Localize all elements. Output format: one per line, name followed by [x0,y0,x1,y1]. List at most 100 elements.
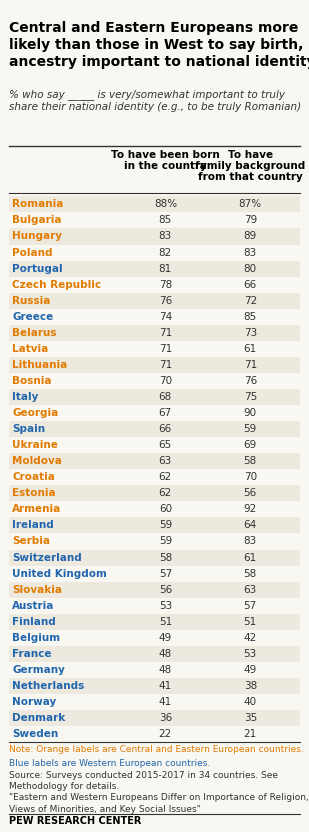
Text: 63: 63 [159,456,172,466]
Text: Portugal: Portugal [12,264,63,274]
Text: Finland: Finland [12,617,56,626]
Text: 38: 38 [244,681,257,691]
Text: Moldova: Moldova [12,456,62,466]
Text: 83: 83 [159,231,172,241]
Text: Note: Orange labels are Central and Eastern European countries.: Note: Orange labels are Central and East… [9,745,304,755]
Text: Denmark: Denmark [12,713,66,723]
Text: Norway: Norway [12,697,57,707]
Text: 76: 76 [159,295,172,305]
Text: Estonia: Estonia [12,488,56,498]
Text: PEW RESEARCH CENTER: PEW RESEARCH CENTER [9,816,142,826]
Text: Croatia: Croatia [12,473,55,483]
Text: 70: 70 [159,376,172,386]
Text: 51: 51 [159,617,172,626]
Text: 42: 42 [244,633,257,643]
Text: Russia: Russia [12,295,51,305]
Text: 64: 64 [244,521,257,531]
Text: 49: 49 [159,633,172,643]
Text: 57: 57 [244,601,257,611]
Bar [9,485,300,502]
Bar [9,229,300,245]
Text: Italy: Italy [12,392,39,402]
Text: 70: 70 [244,473,257,483]
Text: 58: 58 [244,568,257,578]
Text: 56: 56 [159,585,172,595]
Text: Netherlands: Netherlands [12,681,85,691]
Text: 61: 61 [244,552,257,562]
Text: 85: 85 [159,215,172,225]
Text: 61: 61 [244,344,257,354]
Text: 85: 85 [244,312,257,322]
Text: Ireland: Ireland [12,521,54,531]
Text: 68: 68 [159,392,172,402]
Text: Latvia: Latvia [12,344,49,354]
Text: Belgium: Belgium [12,633,61,643]
Text: Georgia: Georgia [12,408,59,418]
Text: 80: 80 [244,264,257,274]
Text: 90: 90 [244,408,257,418]
Text: 53: 53 [244,649,257,659]
Text: 78: 78 [159,280,172,290]
Text: 60: 60 [159,504,172,514]
Text: 92: 92 [244,504,257,514]
Text: 71: 71 [159,344,172,354]
Text: 41: 41 [159,681,172,691]
Text: 83: 83 [244,248,257,258]
Text: 79: 79 [244,215,257,225]
Text: Bosnia: Bosnia [12,376,52,386]
Text: 40: 40 [244,697,257,707]
Text: 74: 74 [159,312,172,322]
Text: 69: 69 [244,440,257,450]
Text: 48: 48 [159,665,172,675]
Text: 59: 59 [159,521,172,531]
Text: Spain: Spain [12,424,45,434]
Text: 35: 35 [244,713,257,723]
Bar [9,646,300,662]
Text: Bulgaria: Bulgaria [12,215,62,225]
Text: Hungary: Hungary [12,231,62,241]
Text: Serbia: Serbia [12,537,50,547]
Bar [9,293,300,309]
Text: Poland: Poland [12,248,53,258]
Text: 49: 49 [244,665,257,675]
Text: Armenia: Armenia [12,504,61,514]
Bar [9,518,300,533]
Bar [9,389,300,405]
Bar [9,260,300,276]
Text: 59: 59 [159,537,172,547]
Text: 63: 63 [244,585,257,595]
Text: 89: 89 [244,231,257,241]
Text: 48: 48 [159,649,172,659]
Text: 21: 21 [244,729,257,739]
Text: 36: 36 [159,713,172,723]
Text: 88%: 88% [154,200,177,210]
Text: To have
family background
from that country: To have family background from that coun… [195,150,305,182]
Text: Belarus: Belarus [12,328,57,338]
Text: United Kingdom: United Kingdom [12,568,107,578]
Text: 62: 62 [159,488,172,498]
Text: 62: 62 [159,473,172,483]
Bar [9,678,300,694]
Text: France: France [12,649,52,659]
Text: 58: 58 [159,552,172,562]
Text: 73: 73 [244,328,257,338]
Text: Blue labels are Western European countries.: Blue labels are Western European countri… [9,759,210,768]
Bar [9,710,300,726]
Text: Czech Republic: Czech Republic [12,280,101,290]
Text: 83: 83 [244,537,257,547]
Text: Austria: Austria [12,601,55,611]
Text: Central and Eastern Europeans more
likely than those in West to say birth,
ances: Central and Eastern Europeans more likel… [9,21,309,69]
Bar [9,196,300,212]
Text: 71: 71 [244,360,257,370]
Text: 41: 41 [159,697,172,707]
Text: 75: 75 [244,392,257,402]
Bar [9,549,300,566]
Text: To have been born
in the country: To have been born in the country [111,150,220,171]
Bar [9,614,300,630]
Text: 72: 72 [244,295,257,305]
Text: 66: 66 [159,424,172,434]
Text: 66: 66 [244,280,257,290]
Text: Source: Surveys conducted 2015-2017 in 34 countries. See
Methodology for details: Source: Surveys conducted 2015-2017 in 3… [9,771,309,814]
Bar [9,357,300,373]
Text: Switzerland: Switzerland [12,552,82,562]
